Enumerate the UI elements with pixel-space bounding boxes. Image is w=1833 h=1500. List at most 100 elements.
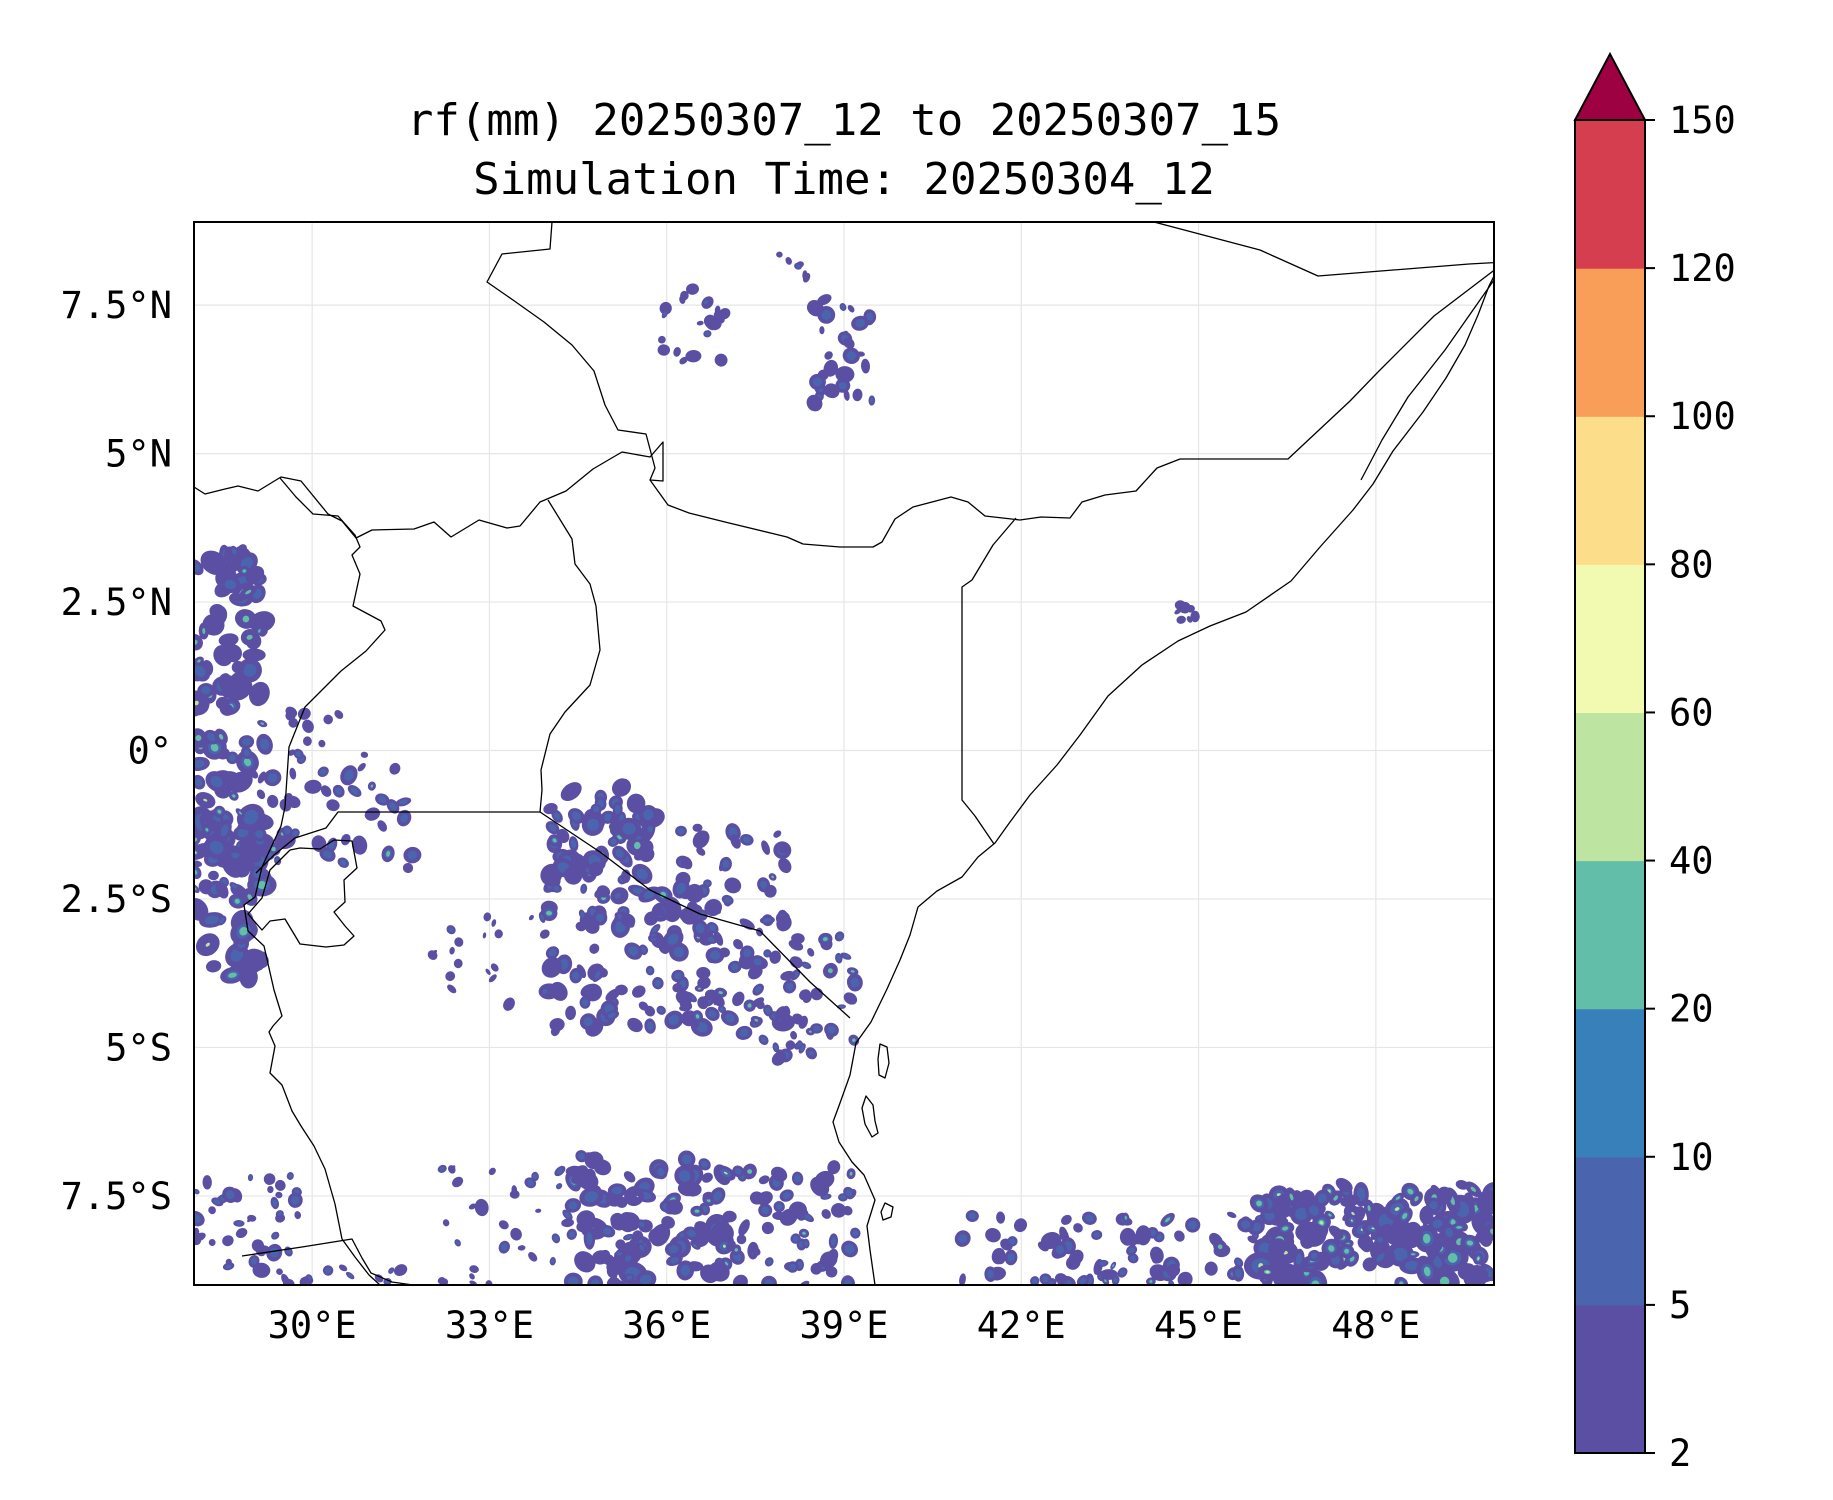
- rain-cell-heavy: [1402, 1212, 1408, 1220]
- rain-cell-heavy: [747, 1003, 752, 1008]
- rain-cell-heavy: [694, 1209, 700, 1213]
- rain-cell-moderate: [439, 1166, 445, 1172]
- rain-cell: [488, 974, 497, 983]
- rain-cell-moderate: [794, 1174, 801, 1183]
- rain-cell: [823, 359, 839, 377]
- border-ethiopia-somalia: [1153, 222, 1494, 373]
- colorbar-tick-label: 2: [1669, 1432, 1691, 1475]
- rain-cell: [776, 915, 792, 932]
- rain-cell: [208, 1206, 216, 1215]
- rain-cell-heavy: [747, 1169, 753, 1174]
- rain-cell: [323, 714, 334, 725]
- rain-cell: [696, 847, 706, 856]
- rain-cell-heavy: [1414, 1196, 1419, 1202]
- rain-cell-moderate: [673, 946, 685, 958]
- rain-cell: [256, 789, 266, 800]
- rain-cell-moderate: [231, 852, 240, 859]
- rain-cell-moderate: [389, 802, 397, 811]
- rain-cell: [772, 1211, 786, 1221]
- colorbar-band: [1575, 268, 1645, 417]
- rain-cell: [1186, 616, 1193, 623]
- rain-cell: [247, 1214, 257, 1222]
- rain-cell-moderate: [277, 1211, 283, 1216]
- rain-cell-moderate: [204, 915, 219, 925]
- rain-cell: [251, 1239, 265, 1252]
- rain-cell: [1190, 610, 1200, 623]
- x-tick-label: 39°E: [799, 1304, 888, 1347]
- rain-cell: [847, 304, 855, 313]
- rain-cell: [288, 717, 299, 728]
- rain-cell: [1295, 1221, 1322, 1243]
- rainfall-field: [194, 251, 1494, 1285]
- rain-cell-moderate: [852, 1230, 859, 1237]
- rain-cell-moderate: [556, 1168, 563, 1174]
- rain-cell-moderate: [615, 849, 624, 858]
- rain-cell-moderate: [657, 1167, 665, 1177]
- rain-cell-moderate: [284, 828, 291, 835]
- rain-cell-moderate: [669, 1257, 679, 1264]
- rain-cell-moderate: [295, 751, 302, 757]
- rain-cell: [771, 1166, 788, 1182]
- rain-cell-moderate: [643, 809, 654, 821]
- rain-cell-heavy: [242, 615, 250, 623]
- rain-cell-moderate: [842, 954, 849, 959]
- rain-cell: [304, 779, 322, 794]
- border-somaliland: [1360, 278, 1494, 481]
- rain-cell-heavy: [1289, 1193, 1294, 1201]
- rain-cell-moderate: [850, 977, 860, 988]
- rain-cell-very-heavy: [203, 798, 208, 802]
- rain-cell: [750, 1246, 761, 1256]
- y-tick-label: 2.5°N: [61, 581, 172, 624]
- rain-cell: [483, 912, 492, 922]
- rain-cell-moderate: [958, 1234, 968, 1244]
- rain-cell: [713, 931, 724, 946]
- rain-cell-moderate: [194, 562, 201, 572]
- rain-cell-heavy: [802, 1231, 806, 1235]
- rain-cell: [806, 394, 823, 412]
- rain-cell-moderate: [1309, 1205, 1319, 1216]
- rain-cell-moderate: [703, 300, 709, 305]
- rain-cell: [732, 1274, 748, 1285]
- rain-cell-heavy: [205, 828, 209, 832]
- rain-cell-moderate: [553, 885, 560, 891]
- rain-cell-moderate: [739, 1029, 749, 1037]
- rain-cell-moderate: [225, 1190, 235, 1200]
- colorbar-tick-label: 40: [1669, 840, 1714, 883]
- border-rwanda-burundi: [247, 839, 358, 948]
- colorbar-tick-label: 5: [1669, 1284, 1691, 1327]
- rain-cell: [230, 675, 240, 684]
- rain-cell: [788, 939, 804, 951]
- rain-cell-moderate: [1079, 1277, 1087, 1284]
- rain-cell-moderate: [272, 1233, 278, 1238]
- rain-cell: [474, 1198, 489, 1217]
- rain-cell: [275, 1191, 283, 1199]
- rain-cell-moderate: [628, 946, 639, 956]
- rain-cell-heavy: [849, 1171, 853, 1176]
- rain-cell-moderate: [705, 331, 710, 336]
- rain-cell: [469, 1273, 475, 1280]
- rain-cell: [621, 1212, 641, 1231]
- rain-cell: [482, 932, 487, 939]
- rain-cell: [802, 272, 811, 283]
- rain-cell: [281, 1273, 290, 1285]
- rain-cell: [498, 1220, 509, 1230]
- rain-cell: [340, 833, 351, 846]
- rain-cell: [503, 997, 515, 1011]
- rain-cell: [658, 335, 666, 344]
- rain-cell: [364, 807, 381, 821]
- rain-cell-moderate: [643, 890, 656, 899]
- rain-cell-moderate: [378, 796, 387, 803]
- rain-cell: [450, 1165, 456, 1173]
- rain-cell-moderate: [586, 818, 599, 831]
- rain-cell-moderate: [1295, 1253, 1302, 1265]
- y-tick-label: 7.5°N: [61, 284, 172, 327]
- rain-cell: [823, 383, 840, 399]
- rain-cell-moderate: [1188, 1220, 1197, 1230]
- border-kenya-tanzania: [539, 811, 851, 1019]
- rain-cell: [1054, 1273, 1068, 1285]
- rain-cell: [775, 1049, 786, 1061]
- rain-cell: [835, 366, 855, 383]
- rain-cell: [442, 1219, 450, 1227]
- rain-cell-moderate: [272, 1199, 278, 1207]
